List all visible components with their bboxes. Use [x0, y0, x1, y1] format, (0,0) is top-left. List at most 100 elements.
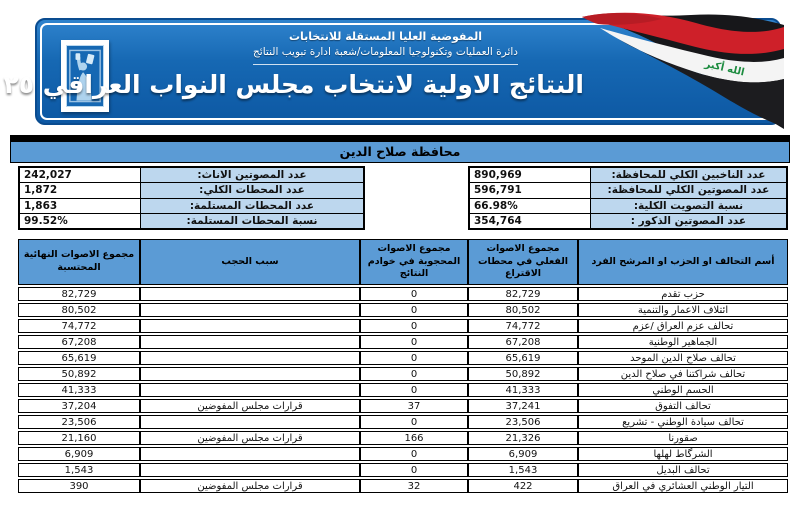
actual-votes-cell: 80,502	[468, 303, 578, 317]
stat-row: نسبة المحطات المستلمة: 99.52%	[18, 213, 365, 230]
results-header-row: أسم التحالف او الحزب او المرشح الفرد مجم…	[18, 239, 788, 285]
party-name-cell: التيار الوطني العشائري في العراق	[578, 479, 788, 493]
header-withhold-reason: سبب الحجب	[140, 239, 360, 285]
stat-value: 354,764	[468, 213, 591, 230]
province-title-bar: محافظة صلاح الدين	[10, 142, 790, 163]
withhold-reason-cell	[140, 383, 360, 397]
withhold-reason-cell	[140, 351, 360, 365]
header-party-name: أسم التحالف او الحزب او المرشح الفرد	[578, 239, 788, 285]
stat-label: عدد المصوتين الكلي للمحافظة:	[589, 182, 788, 199]
results-row: الشرگاط لهلها 6,909 0 6,909	[18, 447, 788, 461]
stat-value: 1,872	[18, 182, 141, 199]
stat-value: 596,791	[468, 182, 591, 199]
stat-value: 66.98%	[468, 197, 591, 214]
actual-votes-cell: 37,241	[468, 399, 578, 413]
stat-value: 242,027	[18, 166, 141, 183]
header-final-votes: مجموع الاصوات النهائية المحتسبة	[18, 239, 140, 285]
withhold-reason-cell	[140, 415, 360, 429]
stat-row: عدد المصوتين الاناث: 242,027	[18, 166, 365, 183]
commission-name: المفوضية العليا المستقلة للانتخابات	[288, 30, 483, 43]
actual-votes-cell: 82,729	[468, 287, 578, 301]
final-votes-cell: 50,892	[18, 367, 140, 381]
withheld-votes-cell: 0	[360, 287, 468, 301]
stat-label: نسبة التصويت الكلية:	[589, 197, 788, 214]
stat-value: 890,969	[468, 166, 591, 183]
final-votes-cell: 390	[18, 479, 140, 493]
ihec-ballot-logo-icon	[66, 45, 104, 107]
stat-label: نسبة المحطات المستلمة:	[139, 213, 365, 230]
withheld-votes-cell: 0	[360, 383, 468, 397]
stat-label: عدد الناخبين الكلي للمحافظة:	[589, 166, 788, 183]
party-name-cell: تحالف سيادة الوطني - تشريع	[578, 415, 788, 429]
withhold-reason-cell: قرارات مجلس المفوضين	[140, 479, 360, 493]
results-row: صقورنا 21,326 166 قرارات مجلس المفوضين 2…	[18, 431, 788, 445]
results-row: الجماهير الوطنية 67,208 0 67,208	[18, 335, 788, 349]
report-title: النتائج الاولية لانتخاب مجلس النواب العر…	[0, 70, 584, 99]
ihec-logo	[61, 40, 109, 112]
withheld-votes-cell: 32	[360, 479, 468, 493]
party-name-cell: الشرگاط لهلها	[578, 447, 788, 461]
results-row: تحالف التفوق 37,241 37 قرارات مجلس المفو…	[18, 399, 788, 413]
party-name-cell: ائتلاف الاعمار والتنمية	[578, 303, 788, 317]
withhold-reason-cell	[140, 303, 360, 317]
actual-votes-cell: 41,333	[468, 383, 578, 397]
voter-stats-table: عدد الناخبين الكلي للمحافظة: 890,969 عدد…	[468, 166, 788, 230]
party-name-cell: حزب تقدم	[578, 287, 788, 301]
final-votes-cell: 67,208	[18, 335, 140, 349]
stat-row: عدد المصوتين الذكور : 354,764	[468, 213, 788, 230]
header-actual-votes: مجموع الاصوات الفعلي في محطات الاقتراع	[468, 239, 578, 285]
withheld-votes-cell: 0	[360, 319, 468, 333]
withheld-votes-cell: 0	[360, 415, 468, 429]
final-votes-cell: 74,772	[18, 319, 140, 333]
withheld-votes-cell: 0	[360, 303, 468, 317]
ballot-figure-icon	[69, 49, 101, 103]
actual-votes-cell: 6,909	[468, 447, 578, 461]
withheld-votes-cell: 37	[360, 399, 468, 413]
final-votes-cell: 41,333	[18, 383, 140, 397]
results-row: تحالف عزم العراق /عزم 74,772 0 74,772	[18, 319, 788, 333]
stat-row: عدد المحطات الكلي: 1,872	[18, 182, 365, 199]
actual-votes-cell: 67,208	[468, 335, 578, 349]
party-name-cell: تحالف التفوق	[578, 399, 788, 413]
final-votes-cell: 80,502	[18, 303, 140, 317]
actual-votes-cell: 422	[468, 479, 578, 493]
withhold-reason-cell	[140, 463, 360, 477]
stat-value: 1,863	[18, 197, 141, 214]
results-table: أسم التحالف او الحزب او المرشح الفرد مجم…	[18, 237, 788, 495]
results-row: الحسم الوطني 41,333 0 41,333	[18, 383, 788, 397]
stat-label: عدد المحطات المستلمة:	[139, 197, 365, 214]
actual-votes-cell: 50,892	[468, 367, 578, 381]
party-name-cell: صقورنا	[578, 431, 788, 445]
stat-value: 99.52%	[18, 213, 141, 230]
top-black-bar	[10, 135, 790, 142]
stat-label: عدد المصوتين الاناث:	[139, 166, 365, 183]
results-row: تحالف البديل 1,543 0 1,543	[18, 463, 788, 477]
party-name-cell: تحالف صلاح الدين الموحد	[578, 351, 788, 365]
withhold-reason-cell	[140, 367, 360, 381]
final-votes-cell: 65,619	[18, 351, 140, 365]
results-row: تحالف شراكتنا في صلاح الدين 50,892 0 50,…	[18, 367, 788, 381]
withhold-reason-cell: قرارات مجلس المفوضين	[140, 399, 360, 413]
final-votes-cell: 37,204	[18, 399, 140, 413]
withheld-votes-cell: 0	[360, 463, 468, 477]
results-row: تحالف صلاح الدين الموحد 65,619 0 65,619	[18, 351, 788, 365]
results-row: حزب تقدم 82,729 0 82,729	[18, 287, 788, 301]
withhold-reason-cell: قرارات مجلس المفوضين	[140, 431, 360, 445]
party-name-cell: تحالف شراكتنا في صلاح الدين	[578, 367, 788, 381]
results-row: ائتلاف الاعمار والتنمية 80,502 0 80,502	[18, 303, 788, 317]
actual-votes-cell: 1,543	[468, 463, 578, 477]
final-votes-cell: 1,543	[18, 463, 140, 477]
stat-label: عدد المحطات الكلي:	[139, 182, 365, 199]
withheld-votes-cell: 0	[360, 335, 468, 349]
party-name-cell: الحسم الوطني	[578, 383, 788, 397]
withheld-votes-cell: 0	[360, 351, 468, 365]
stat-row: عدد المصوتين الكلي للمحافظة: 596,791	[468, 182, 788, 199]
banner-divider	[253, 64, 518, 65]
station-stats-table: عدد المصوتين الاناث: 242,027 عدد المحطات…	[18, 166, 365, 230]
withhold-reason-cell	[140, 287, 360, 301]
results-row: التيار الوطني العشائري في العراق 422 32 …	[18, 479, 788, 493]
results-row: تحالف سيادة الوطني - تشريع 23,506 0 23,5…	[18, 415, 788, 429]
withheld-votes-cell: 0	[360, 447, 468, 461]
final-votes-cell: 23,506	[18, 415, 140, 429]
